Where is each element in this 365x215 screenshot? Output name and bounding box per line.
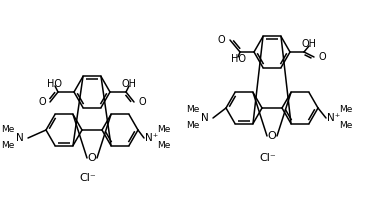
- Text: O: O: [38, 97, 46, 107]
- Text: Me: Me: [1, 124, 15, 134]
- Text: OH: OH: [122, 79, 137, 89]
- Text: Me: Me: [157, 124, 171, 134]
- Text: N⁺: N⁺: [145, 133, 159, 143]
- Text: HO: HO: [231, 54, 246, 64]
- Text: O: O: [318, 52, 326, 62]
- Text: HO: HO: [47, 79, 62, 89]
- Text: OH: OH: [301, 39, 316, 49]
- Text: Me: Me: [186, 121, 200, 131]
- Text: O: O: [268, 131, 276, 141]
- Text: O: O: [217, 35, 225, 45]
- Text: Me: Me: [157, 141, 171, 150]
- Text: N: N: [201, 113, 209, 123]
- Text: O: O: [138, 97, 146, 107]
- Text: Cl⁻: Cl⁻: [260, 153, 276, 163]
- Text: Me: Me: [339, 121, 353, 131]
- Text: O: O: [88, 153, 96, 163]
- Text: Cl⁻: Cl⁻: [80, 173, 96, 183]
- Text: Me: Me: [1, 141, 15, 150]
- Text: Me: Me: [186, 104, 200, 114]
- Text: Me: Me: [339, 104, 353, 114]
- Text: N: N: [16, 133, 24, 143]
- Text: N⁺: N⁺: [327, 113, 341, 123]
